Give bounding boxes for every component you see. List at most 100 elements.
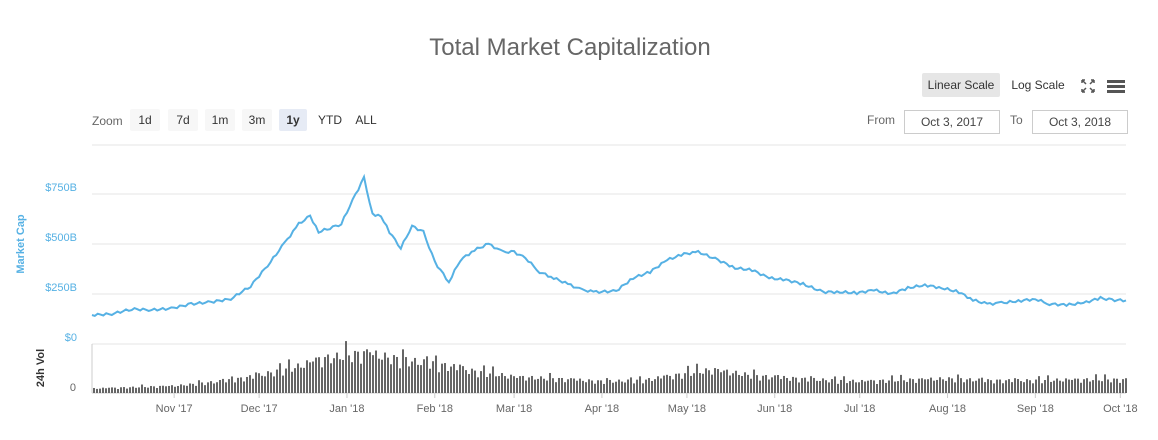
volume-bar [1062,381,1064,393]
x-tick-label: Sep '18 [1017,403,1054,415]
volume-bar [828,382,830,393]
to-date-input[interactable]: Oct 3, 2018 [1032,110,1128,134]
volume-bar [711,374,713,393]
volume-bar [942,379,944,393]
volume-bar [366,349,368,393]
volume-bar [819,380,821,393]
volume-bar [378,358,380,393]
volume-bar [189,383,191,393]
volume-bar [210,381,212,393]
volume-bar [684,373,686,393]
volume-bar [1074,378,1076,393]
zoom-1d-button[interactable]: 1d [130,109,160,131]
volume-bar [285,368,287,393]
volume-bar [1047,375,1049,393]
volume-bar [624,382,626,393]
linear-scale-button[interactable]: Linear Scale [922,73,1000,97]
fullscreen-icon[interactable] [1078,76,1098,96]
volume-bar [885,382,887,393]
volume-bar [1089,381,1091,393]
volume-bar [795,377,797,393]
volume-bar [789,380,791,393]
volume-bar [744,372,746,393]
volume-bar [174,386,176,393]
volume-bar [1002,383,1004,393]
volume-bar [822,378,824,393]
volume-bar [639,376,641,393]
volume-bar [648,378,650,393]
volume-bar [663,375,665,393]
volume-bar [897,381,899,393]
volume-bar [906,381,908,393]
log-scale-button[interactable]: Log Scale [1011,78,1065,92]
volume-bar [834,376,836,393]
volume-bar [912,379,914,393]
y-tick-label: $500B [45,232,77,244]
volume-bar [483,365,485,393]
volume-bar [207,382,209,393]
volume-bar [948,377,950,393]
volume-bar [888,380,890,393]
volume-bar [267,371,269,393]
volume-bar [309,362,311,393]
zoom-1m-button[interactable]: 1m [205,109,235,131]
volume-bar [213,383,215,393]
volume-bar [603,383,605,393]
volume-bar [129,387,131,393]
volume-bar [951,378,953,393]
volume-bar [1014,378,1016,393]
volume-bar [534,379,536,393]
volume-bar [93,387,95,393]
volume-bar [201,382,203,393]
volume-bar [882,379,884,393]
zoom-1y-button[interactable]: 1y [279,109,307,131]
volume-bar [456,370,458,393]
zoom-7d-button[interactable]: 7d [168,109,198,131]
x-tick-label: Jul '18 [844,403,875,415]
volume-bar [975,380,977,393]
volume-bar [732,373,734,393]
volume-bar [240,377,242,393]
grid-lines [91,144,1126,394]
from-date-input[interactable]: Oct 3, 2017 [904,110,1000,134]
volume-bar [177,385,179,393]
volume-bar [633,383,635,393]
volume-bar [1050,381,1052,393]
volume-bar [390,364,392,393]
volume-bar [690,375,692,393]
volume-bar [288,359,290,393]
volume-bar [135,387,137,393]
volume-bar [996,379,998,393]
volume-bar [657,376,659,393]
volume-bar [762,375,764,393]
zoom-label: Zoom [92,114,123,128]
volume-bar [549,372,551,393]
volume-bar [879,380,881,393]
volume-bar [525,380,527,393]
volume-bar [195,385,197,393]
volume-bar [678,373,680,393]
volume-bar [864,381,866,393]
volume-bar [1041,383,1043,393]
volume-bar [1026,379,1028,393]
volume-bar [681,378,683,393]
volume-bar [345,341,347,393]
volume-bar [816,380,818,393]
volume-bar [567,379,569,393]
zoom-all-button[interactable]: ALL [355,113,377,127]
volume-bar [147,387,149,393]
zoom-3m-button[interactable]: 3m [242,109,272,131]
volume-bar [867,380,869,393]
volume-bar [660,378,662,393]
volume-bar [321,367,323,393]
volume-bar [453,364,455,393]
zoom-ytd-button[interactable]: YTD [318,113,342,127]
volume-bar [813,377,815,393]
volume-bar [792,376,794,393]
volume-bar [105,388,107,393]
menu-icon[interactable] [1105,76,1127,96]
volume-bar [351,362,353,393]
volume-bar [960,378,962,393]
volume-bar [243,381,245,393]
volume-bar [330,363,332,393]
